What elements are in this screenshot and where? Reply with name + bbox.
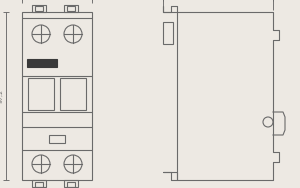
Bar <box>67 6 75 11</box>
Bar <box>35 182 43 187</box>
Bar <box>64 180 78 187</box>
Bar <box>27 59 57 67</box>
Bar <box>64 5 78 12</box>
Bar <box>35 6 43 11</box>
Text: 97,2: 97,2 <box>0 89 3 103</box>
Bar <box>49 135 65 143</box>
Bar <box>22 12 92 180</box>
Bar <box>60 78 86 110</box>
Bar <box>163 22 173 44</box>
Bar <box>28 78 54 110</box>
Bar <box>67 182 75 187</box>
Bar <box>32 5 46 12</box>
Bar <box>32 180 46 187</box>
